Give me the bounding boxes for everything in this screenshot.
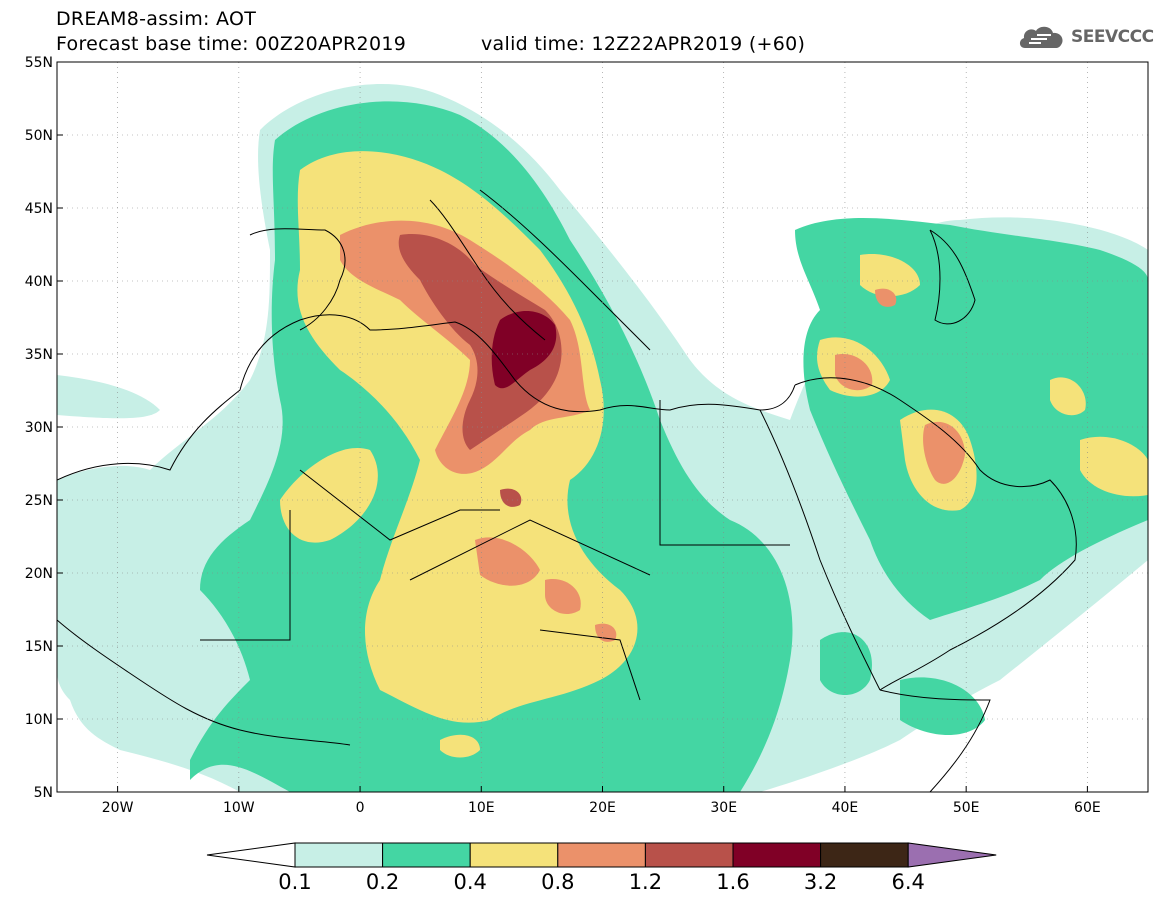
aot-level-0.8-kuwait <box>923 421 965 484</box>
coast-europe-africa <box>57 314 796 481</box>
x-tick-label: 10E <box>468 800 495 816</box>
colorbar-low-arrow <box>206 842 296 868</box>
colorbar-swatch <box>469 842 559 868</box>
border-sahara-1 <box>299 469 500 541</box>
coast-redsea <box>759 409 881 691</box>
x-tick-label: 10W <box>223 800 255 816</box>
aot-level-1.2 <box>398 234 562 450</box>
colorbar-swatch <box>820 842 909 868</box>
border-sahara-4 <box>200 510 291 641</box>
aot-level-0.1-west <box>57 375 160 419</box>
grid-lines <box>57 62 1148 792</box>
aot-level-0.8-chad <box>545 579 581 615</box>
x-tick-label: 30E <box>710 800 737 816</box>
coast-caspian <box>929 229 976 325</box>
colorbar-labels: 0.1 0.2 0.4 0.8 1.2 1.6 3.2 6.4 <box>278 870 925 894</box>
y-tick-label: 30N <box>25 420 53 436</box>
x-tick-label: 60E <box>1074 800 1101 816</box>
y-axis-ticks: 5N 10N 15N 20N 25N 30N 35N 40N 45N 50N 55N <box>25 55 63 801</box>
map-title: DREAM8-assim: AOT <box>56 8 257 30</box>
y-tick-label: 45N <box>25 201 53 217</box>
border-sahara-5 <box>539 629 641 701</box>
colorbar-swatch <box>557 842 646 868</box>
x-tick-label: 50E <box>953 800 980 816</box>
x-tick-label: 20W <box>102 800 134 816</box>
coastlines <box>57 189 1077 792</box>
colorbar-high-arrow <box>907 842 997 868</box>
aot-level-0.8-iraq <box>835 354 873 391</box>
coast-west-africa <box>57 619 351 746</box>
aot-level-0.2-patch-b <box>900 677 985 735</box>
colorbar-label: 1.2 <box>629 870 662 894</box>
aot-level-0.8-caucasus <box>875 288 897 307</box>
x-tick-label: 40E <box>832 800 859 816</box>
aot-level-0.4-caspian <box>860 254 920 297</box>
cloud-icon <box>1019 26 1063 48</box>
aot-level-0.8-sahara <box>475 537 540 586</box>
y-tick-label: 50N <box>25 128 53 144</box>
y-tick-label: 40N <box>25 274 53 290</box>
seevccc-logo: SEEVCCC <box>1017 24 1154 50</box>
coast-italy <box>429 199 546 341</box>
colorbar-label: 0.2 <box>366 870 399 894</box>
logo-text: SEEVCCC <box>1071 27 1154 47</box>
coast-balkans <box>479 189 651 351</box>
y-tick-label: 55N <box>25 55 53 71</box>
coast-arabia <box>794 377 1077 691</box>
y-tick-label: 35N <box>25 347 53 363</box>
aot-level-0.4-south <box>440 734 480 758</box>
y-tick-label: 25N <box>25 493 53 509</box>
aot-level-0.4-iran <box>1050 377 1086 416</box>
x-tick-label: 20E <box>589 800 616 816</box>
colorbar-label: 0.4 <box>453 870 486 894</box>
y-tick-label: 5N <box>34 785 53 801</box>
aot-level-0.2-east <box>795 218 1148 620</box>
forecast-base-time: Forecast base time: 00Z20APR2019 <box>56 33 407 55</box>
aot-level-1.2-sahara <box>500 488 522 507</box>
colorbar-swatch <box>382 842 471 868</box>
colorbar-label: 0.1 <box>278 870 311 894</box>
y-tick-label: 20N <box>25 566 53 582</box>
y-tick-label: 15N <box>25 639 53 655</box>
coast-iberia <box>249 228 346 331</box>
colorbar-swatches <box>206 842 997 868</box>
colorbar-swatch <box>732 842 822 868</box>
colorbar-label: 0.8 <box>541 870 574 894</box>
colorbar-swatch <box>294 842 384 868</box>
coast-horn <box>879 689 991 792</box>
aot-level-0.4-se <box>1080 436 1148 497</box>
colorbar-label: 1.6 <box>716 870 749 894</box>
x-axis-ticks: 20W 10W 0 10E 20E 30E 40E 50E 60E <box>102 786 1101 816</box>
aot-level-1.6 <box>491 310 557 389</box>
border-sahara-3 <box>659 400 790 546</box>
y-tick-label: 10N <box>25 712 53 728</box>
valid-time: valid time: 12Z22APR2019 (+60) <box>481 33 806 55</box>
border-sahara-2 <box>409 519 651 581</box>
colorbar-swatch <box>644 842 734 868</box>
aot-level-0.4-west <box>280 448 378 543</box>
colorbar-label: 3.2 <box>804 870 837 894</box>
colorbar-label: 6.4 <box>891 870 924 894</box>
x-tick-label: 0 <box>356 800 365 816</box>
